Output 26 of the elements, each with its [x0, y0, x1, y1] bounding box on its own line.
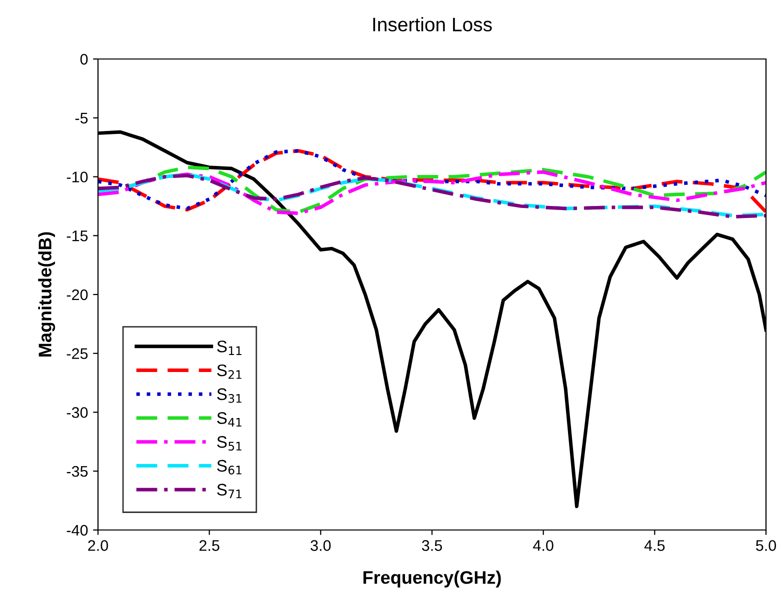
x-tick-label: 3.0: [310, 540, 331, 551]
y-tick-label: -30: [66, 407, 88, 418]
x-axis-title: Frequency(GHz): [363, 570, 501, 588]
legend-label: S$_{21}$: [217, 364, 242, 379]
legend-label: S$_{71}$: [217, 484, 242, 498]
x-tick-label: 4.5: [644, 540, 665, 551]
y-tick-label: -10: [66, 172, 88, 182]
legend-label: S$_{31}$: [217, 388, 242, 403]
x-tick-label: 5.0: [756, 540, 776, 551]
legend-label: S$_{51}$: [217, 436, 242, 451]
y-tick-label: -40: [66, 524, 88, 536]
legend-label: S$_{61}$: [217, 460, 242, 474]
x-tick-label: 4.0: [533, 540, 554, 551]
chart-title: Insertion Loss: [373, 17, 492, 32]
y-tick-label: -20: [66, 289, 88, 300]
y-tick-label: -5: [75, 112, 88, 124]
y-tick-label: 0: [80, 54, 88, 65]
x-tick-label: 2.0: [88, 540, 108, 551]
y-tick-label: -35: [66, 466, 88, 477]
y-axis-title: Magnitude(dB): [38, 232, 56, 356]
x-tick-label: 3.5: [422, 540, 442, 551]
y-tick-label: -15: [66, 230, 88, 242]
legend-label: S$_{11}$: [217, 340, 242, 355]
x-tick-label: 2.5: [199, 540, 220, 551]
y-tick-label: -25: [66, 348, 88, 360]
legend-label: S$_{41}$: [217, 412, 242, 427]
